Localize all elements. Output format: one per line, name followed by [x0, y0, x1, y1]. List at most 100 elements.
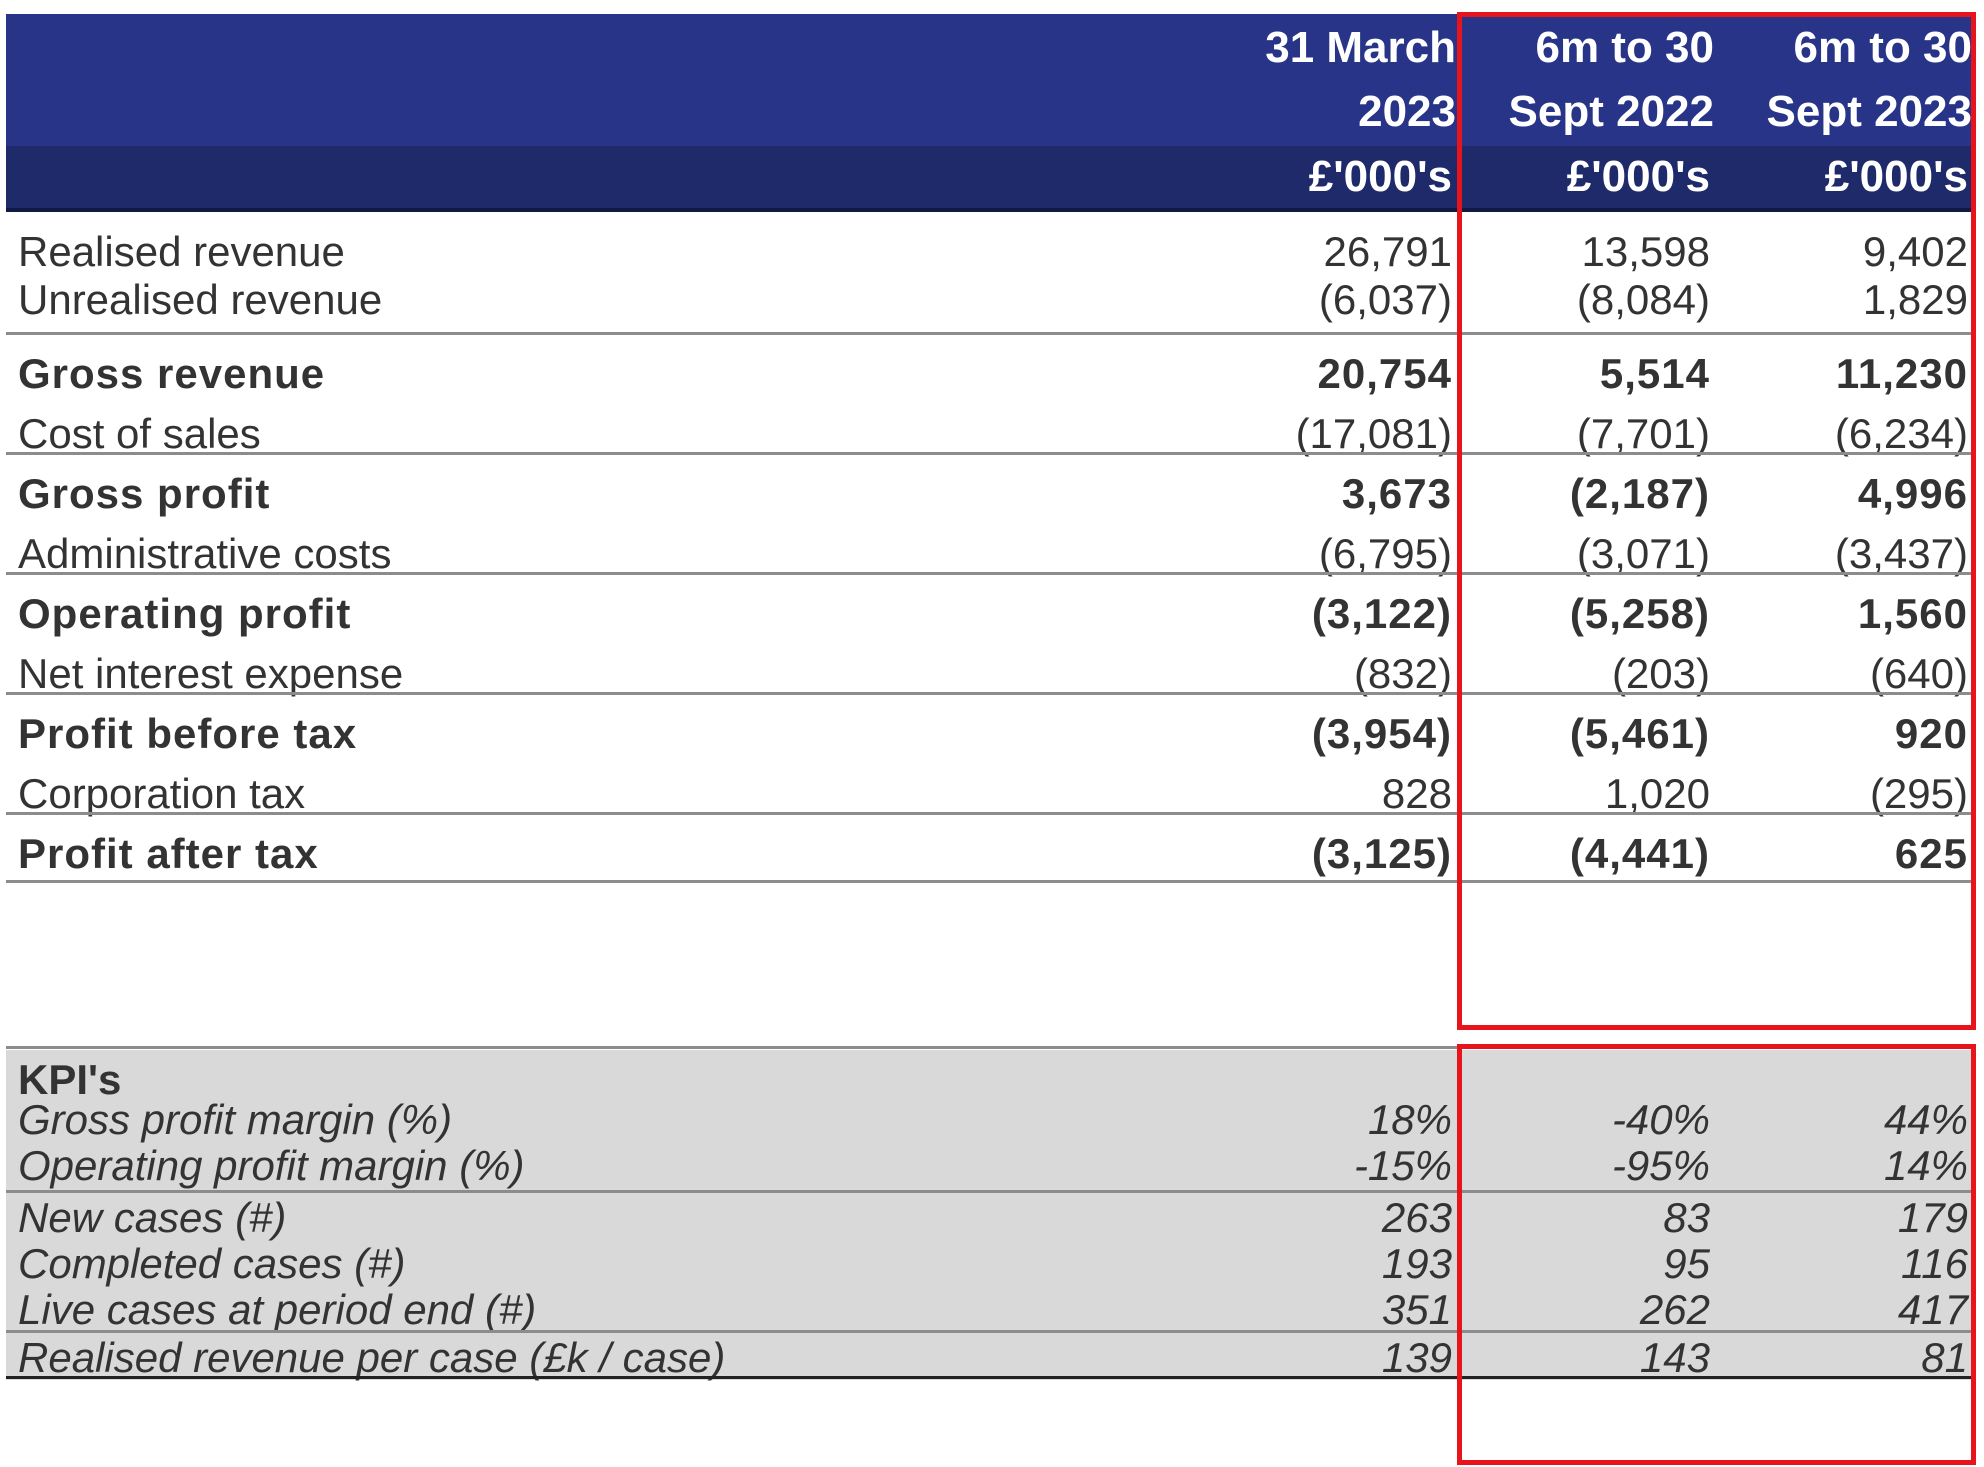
- row-value: 625: [1894, 830, 1968, 877]
- row-divider: [6, 692, 1974, 695]
- col-header-sept-2023: 6m to 30 Sept 2023: [1766, 23, 1972, 136]
- row-value: (2,187): [1569, 470, 1710, 517]
- row-value: (3,954): [1311, 710, 1452, 757]
- row-value: 262: [1639, 1286, 1710, 1333]
- table-row: Net interest expense (832) (203) (640): [6, 648, 1974, 700]
- row-value: (203): [1611, 650, 1710, 697]
- row-value: 4,996: [1857, 470, 1968, 517]
- row-label: Gross profit margin (%): [18, 1096, 453, 1143]
- table-row: Live cases at period end (#) 351 262 417: [6, 1286, 1974, 1334]
- row-label: Profit after tax: [18, 830, 319, 877]
- row-value: (5,461): [1569, 710, 1710, 757]
- col-header-march-2023: 31 March 2023: [1265, 23, 1456, 136]
- table-row: Corporation tax 828 1,020 (295): [6, 768, 1974, 820]
- row-value: (640): [1869, 650, 1968, 697]
- row-label: Gross revenue: [18, 350, 326, 397]
- row-value: (4,441): [1569, 830, 1710, 877]
- table-row: Operating profit margin (%) -15% -95% 14%: [6, 1142, 1974, 1190]
- row-value: 95: [1663, 1240, 1710, 1287]
- row-value: (5,258): [1569, 590, 1710, 637]
- row-value: 1,829: [1862, 276, 1968, 323]
- row-value: -40%: [1611, 1096, 1710, 1143]
- row-value: (6,037): [1318, 276, 1452, 323]
- table-row: Cost of sales (17,081) (7,701) (6,234): [6, 408, 1974, 460]
- table-row: Gross profit margin (%) 18% -40% 44%: [6, 1096, 1974, 1144]
- row-value: 44%: [1883, 1096, 1968, 1143]
- row-value: 9,402: [1862, 228, 1968, 275]
- table-row: Realised revenue 26,791 13,598 9,402: [6, 226, 1974, 278]
- table-row: Profit after tax (3,125) (4,441) 625: [6, 828, 1974, 880]
- table-row: Gross profit 3,673 (2,187) 4,996: [6, 468, 1974, 520]
- row-value: 351: [1381, 1286, 1452, 1333]
- row-value: 1,560: [1857, 590, 1968, 637]
- row-label: Unrealised revenue: [18, 276, 383, 323]
- row-value: -15%: [1353, 1142, 1452, 1189]
- row-divider: [6, 1190, 1974, 1193]
- row-value: (3,122): [1311, 590, 1452, 637]
- row-value: 18%: [1367, 1096, 1452, 1143]
- row-divider: [6, 452, 1974, 455]
- row-divider: [6, 572, 1974, 575]
- kpi-top-border: [6, 1046, 1974, 1049]
- row-value: (3,437): [1834, 530, 1968, 577]
- table-row: Profit before tax (3,954) (5,461) 920: [6, 708, 1974, 760]
- table-row: Operating profit (3,122) (5,258) 1,560: [6, 588, 1974, 640]
- row-value: 20,754: [1317, 350, 1452, 397]
- row-label: Corporation tax: [18, 770, 306, 817]
- highlight-box-top: [1457, 12, 1976, 1030]
- row-divider: [6, 332, 1974, 335]
- row-value: (832): [1353, 650, 1452, 697]
- row-value: 14%: [1883, 1142, 1968, 1189]
- row-value: 193: [1381, 1240, 1452, 1287]
- row-label: New cases (#): [18, 1194, 287, 1241]
- row-label: Operating profit: [18, 590, 352, 637]
- row-value: (6,795): [1318, 530, 1452, 577]
- table-row: Administrative costs (6,795) (3,071) (3,437…: [6, 528, 1974, 580]
- table-header: 31 March 2023 6m to 30 Sept 2022 6m to 3…: [6, 14, 1974, 212]
- row-value: 116: [1901, 1240, 1968, 1287]
- row-value: 3,673: [1341, 470, 1452, 517]
- table-row: Completed cases (#) 193 95 116: [6, 1240, 1974, 1288]
- row-value: (7,701): [1576, 410, 1710, 457]
- unit-label: £'000's: [1308, 152, 1452, 201]
- row-value: 26,791: [1323, 228, 1452, 275]
- row-label: Net interest expense: [18, 650, 404, 697]
- row-label: Live cases at period end (#): [18, 1286, 537, 1333]
- row-label: Profit before tax: [18, 710, 358, 757]
- unit-label: £'000's: [1566, 152, 1710, 201]
- kpi-title: KPI's: [18, 1056, 122, 1103]
- row-value: 1,020: [1604, 770, 1710, 817]
- row-value: (295): [1869, 770, 1968, 817]
- row-value: 828: [1381, 770, 1452, 817]
- kpi-section: KPI's Gross profit margin (%) 18% -40% 44% Op…: [6, 1046, 1974, 1381]
- row-value: (3,125): [1311, 830, 1452, 877]
- row-label: Cost of sales: [18, 410, 261, 457]
- row-label: Administrative costs: [18, 530, 392, 577]
- unit-label: £'000's: [1824, 152, 1968, 201]
- highlight-box-bottom: [1457, 1044, 1976, 1465]
- row-value: 5,514: [1599, 350, 1710, 397]
- row-value: (3,071): [1576, 530, 1710, 577]
- row-value: 81: [1921, 1334, 1968, 1381]
- row-value: 417: [1897, 1286, 1968, 1333]
- income-statement: Realised revenue 26,791 13,598 9,402 Unreali…: [6, 212, 1974, 1032]
- row-value: 263: [1381, 1194, 1452, 1241]
- table-row: Gross revenue 20,754 5,514 11,230: [6, 348, 1974, 400]
- row-value: 179: [1897, 1194, 1968, 1241]
- row-value: 13,598: [1581, 228, 1710, 275]
- col-header-sept-2022: 6m to 30 Sept 2022: [1508, 23, 1714, 136]
- row-label: Realised revenue: [18, 228, 345, 275]
- table-bottom-border: [6, 1376, 1974, 1379]
- row-value: (8,084): [1576, 276, 1710, 323]
- row-divider: [6, 880, 1974, 883]
- financial-summary-table: 31 March 2023 6m to 30 Sept 2022 6m to 3…: [6, 14, 1974, 1381]
- row-value: -95%: [1611, 1142, 1710, 1189]
- row-value: 920: [1894, 710, 1968, 757]
- row-value: (17,081): [1295, 410, 1452, 457]
- table-row: Unrealised revenue (6,037) (8,084) 1,829: [6, 274, 1974, 326]
- row-label: Realised revenue per case (£k / case): [18, 1334, 726, 1381]
- row-label: Operating profit margin (%): [18, 1142, 525, 1189]
- row-value: 139: [1381, 1334, 1452, 1381]
- row-divider: [6, 1330, 1974, 1333]
- row-label: Completed cases (#): [18, 1240, 406, 1287]
